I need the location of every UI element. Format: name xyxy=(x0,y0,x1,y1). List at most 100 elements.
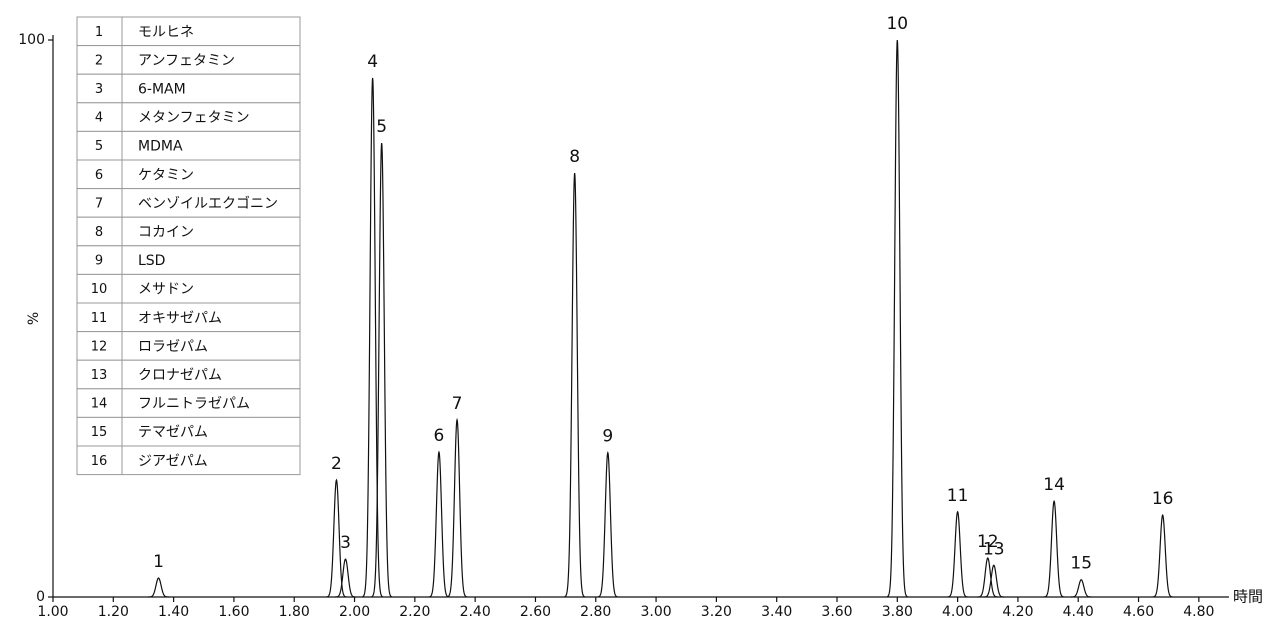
legend-name: クロナゼパム xyxy=(138,368,222,384)
peak xyxy=(886,39,908,598)
x-tick-label: 2.20 xyxy=(399,604,430,620)
peak xyxy=(1070,579,1092,598)
legend-name: フルニトラゼパム xyxy=(138,396,250,412)
legend-number: 14 xyxy=(91,397,108,412)
peak-label: 14 xyxy=(1043,475,1065,495)
x-tick-label: 1.40 xyxy=(158,604,189,620)
peak xyxy=(371,142,393,598)
legend-name: メタンフェタミン xyxy=(138,110,250,126)
legend-cell xyxy=(76,445,123,476)
legend-number: 8 xyxy=(95,225,103,240)
peak xyxy=(1152,513,1173,598)
x-tick-label: 4.60 xyxy=(1123,604,1154,620)
x-tick-label: 4.40 xyxy=(1063,604,1094,620)
peak-label: 7 xyxy=(452,394,463,414)
peak-label: 15 xyxy=(1070,554,1092,574)
x-tick-label: 4.00 xyxy=(942,604,973,620)
peak xyxy=(326,478,347,598)
legend-number: 5 xyxy=(95,139,103,154)
legend-name: アンフェタミン xyxy=(138,53,235,69)
legend-cell xyxy=(76,388,123,418)
legend-cell xyxy=(76,73,123,104)
x-tick-label: 2.60 xyxy=(520,604,551,620)
legend-cell xyxy=(121,273,301,304)
legend-cell xyxy=(76,130,123,161)
x-tick-label: 2.80 xyxy=(580,604,611,620)
peak xyxy=(335,558,356,598)
peak xyxy=(977,557,999,598)
peak-label: 1 xyxy=(153,552,164,572)
legend-cell xyxy=(121,130,301,161)
legend-cell xyxy=(121,445,301,476)
legend-number: 9 xyxy=(95,254,103,269)
legend-cell xyxy=(121,102,301,132)
x-tick-label: 1.00 xyxy=(37,604,68,620)
peak xyxy=(597,450,619,598)
legend-cell xyxy=(76,102,123,132)
legend-number: 7 xyxy=(95,196,103,211)
peak-label: 3 xyxy=(340,533,351,553)
peak-label: 4 xyxy=(367,52,378,72)
peak-label: 12 xyxy=(977,532,999,552)
legend-number: 11 xyxy=(91,311,108,326)
legend-cell xyxy=(76,359,123,390)
legend-number: 10 xyxy=(91,282,108,297)
legend-name: モルヒネ xyxy=(138,24,194,40)
peak-label: 5 xyxy=(376,117,387,137)
legend-number: 3 xyxy=(95,82,103,97)
legend-name: ベンゾイルエクゴニン xyxy=(138,195,278,212)
x-tick-label: 1.80 xyxy=(279,604,310,620)
peak-label: 6 xyxy=(434,426,445,446)
legend-number: 16 xyxy=(91,454,108,469)
legend-name: コカイン xyxy=(138,225,194,241)
x-tick-label: 1.20 xyxy=(98,604,129,620)
legend-cell xyxy=(121,16,301,47)
legend-name: ジアゼパム xyxy=(138,453,208,469)
y-axis-label: % xyxy=(26,312,42,325)
x-tick-label: 3.00 xyxy=(640,604,671,620)
legend-number: 1 xyxy=(95,25,103,40)
legend-number: 4 xyxy=(95,111,103,126)
legend-name: メサドン xyxy=(138,282,194,298)
legend-number: 6 xyxy=(95,168,103,183)
x-tick-label: 4.20 xyxy=(1002,604,1033,620)
x-tick-label: 3.60 xyxy=(821,604,852,620)
peak xyxy=(1043,499,1065,598)
peak-label: 2 xyxy=(331,454,342,474)
legend-name: ケタミン xyxy=(138,167,194,183)
peak xyxy=(428,450,450,598)
x-tick-label: 2.00 xyxy=(339,604,370,620)
legend-cell xyxy=(121,216,301,247)
legend-cell xyxy=(76,45,123,75)
legend-name: ロラゼパム xyxy=(138,339,208,355)
x-tick-label: 3.40 xyxy=(761,604,792,620)
x-tick-label: 3.80 xyxy=(882,604,913,620)
legend-cell xyxy=(121,245,301,275)
legend-cell xyxy=(121,359,301,390)
y-tick-label: 100 xyxy=(18,32,45,48)
legend-cell xyxy=(76,302,123,333)
y-tick-label: 0 xyxy=(36,589,45,605)
legend-cell xyxy=(121,388,301,418)
legend-name: オキサゼパム xyxy=(138,310,222,326)
legend-number: 15 xyxy=(91,425,108,440)
peak-label: 13 xyxy=(983,539,1005,559)
legend-cell xyxy=(76,273,123,304)
x-tick-label: 3.20 xyxy=(701,604,732,620)
legend-number: 13 xyxy=(91,368,108,383)
legend-cell xyxy=(121,159,301,190)
legend-number: 2 xyxy=(95,53,103,68)
peak-label: 10 xyxy=(886,14,908,34)
legend-name: テマゼパム xyxy=(138,425,208,441)
peak xyxy=(564,173,586,598)
legend-name: 6-MAM xyxy=(138,82,186,98)
legend-cell xyxy=(121,416,301,447)
peak-label: 16 xyxy=(1152,489,1174,509)
x-tick-label: 4.80 xyxy=(1183,604,1214,620)
legend-cell xyxy=(76,331,123,361)
peak xyxy=(983,564,1005,598)
legend-cell xyxy=(76,16,123,47)
legend-cell xyxy=(76,188,123,218)
legend-cell xyxy=(121,188,301,218)
